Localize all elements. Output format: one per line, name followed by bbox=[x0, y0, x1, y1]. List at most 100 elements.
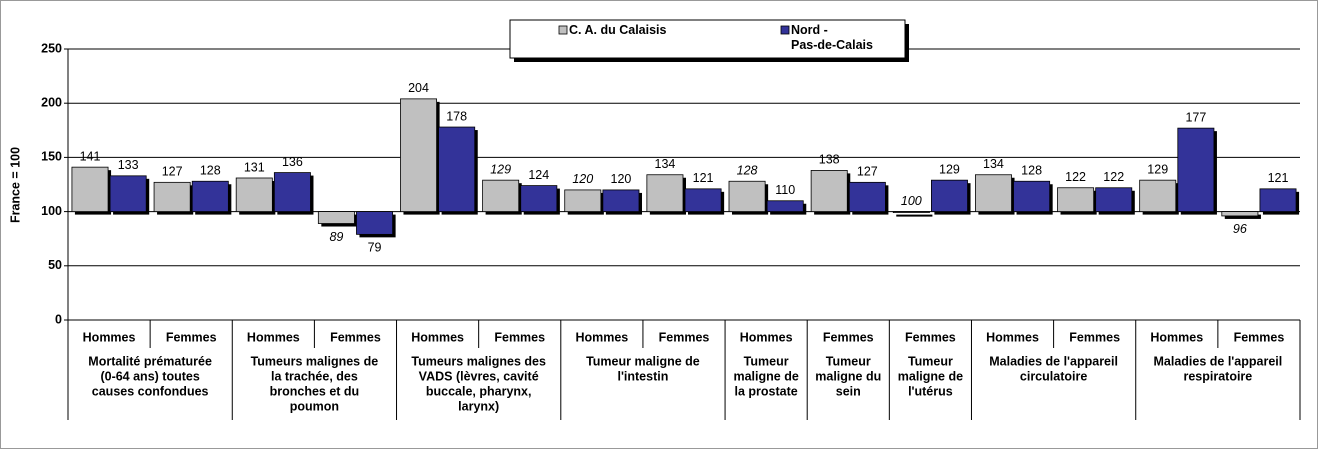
x-tick-label: Femmes bbox=[823, 330, 874, 344]
bar bbox=[564, 189, 602, 212]
legend-swatch bbox=[780, 25, 790, 35]
legend-label-line: Nord - bbox=[791, 23, 828, 37]
bar bbox=[810, 170, 848, 213]
group-label: causes confondues bbox=[92, 384, 209, 398]
value-label: 129 bbox=[490, 162, 511, 176]
group-label: Tumeur bbox=[908, 354, 953, 368]
value-label: 129 bbox=[939, 162, 960, 176]
bar bbox=[684, 188, 722, 212]
bar bbox=[974, 174, 1012, 213]
bar bbox=[520, 185, 558, 213]
value-label: 131 bbox=[244, 160, 265, 174]
value-label: 129 bbox=[1147, 162, 1168, 176]
x-tick-label: Femmes bbox=[330, 330, 381, 344]
group-label: maligne du bbox=[815, 369, 881, 383]
y-tick-label: 100 bbox=[41, 204, 62, 218]
value-label: 128 bbox=[200, 164, 221, 178]
group-label: circulatoire bbox=[1020, 369, 1087, 383]
value-label: 79 bbox=[368, 241, 382, 255]
value-label: 128 bbox=[737, 164, 758, 178]
x-tick-label: Hommes bbox=[83, 330, 136, 344]
legend-label-line: C. A. du Calaisis bbox=[569, 23, 667, 37]
bar-shadow bbox=[896, 214, 933, 217]
y-tick-label: 150 bbox=[41, 150, 62, 164]
x-tick-label: Femmes bbox=[1069, 330, 1120, 344]
value-label: 121 bbox=[693, 171, 714, 185]
x-tick-label: Hommes bbox=[411, 330, 464, 344]
value-label: 177 bbox=[1185, 110, 1206, 124]
value-label: 134 bbox=[655, 157, 676, 171]
bar bbox=[766, 200, 804, 212]
bar bbox=[1177, 127, 1215, 213]
legend-swatch bbox=[558, 25, 568, 35]
value-label: 96 bbox=[1233, 222, 1247, 236]
x-tick-label: Femmes bbox=[905, 330, 956, 344]
bar bbox=[191, 180, 229, 213]
y-tick-label: 0 bbox=[55, 312, 62, 326]
group-label: Tumeurs malignes de bbox=[251, 354, 379, 368]
x-tick-label: Hommes bbox=[740, 330, 793, 344]
group-label: Tumeur bbox=[744, 354, 789, 368]
value-label: 124 bbox=[528, 168, 549, 182]
value-label: 89 bbox=[329, 230, 343, 244]
group-label: (0-64 ans) toutes bbox=[100, 369, 199, 383]
value-label: 122 bbox=[1065, 170, 1086, 184]
bar bbox=[728, 180, 766, 213]
bar bbox=[438, 126, 476, 212]
value-label: 110 bbox=[775, 183, 795, 197]
group-label: buccale, pharynx, bbox=[426, 384, 532, 398]
value-label: 120 bbox=[572, 172, 593, 186]
group-label: respiratoire bbox=[1183, 369, 1252, 383]
bar bbox=[109, 175, 147, 213]
group-label: poumon bbox=[290, 399, 339, 413]
value-label: 100 bbox=[901, 194, 922, 208]
y-tick-label: 50 bbox=[48, 258, 62, 272]
legend-label-line: Pas-de-Calais bbox=[791, 38, 873, 52]
group-label: l'utérus bbox=[908, 384, 953, 398]
bar bbox=[400, 98, 438, 212]
bar bbox=[646, 174, 684, 213]
group-label: la prostate bbox=[735, 384, 798, 398]
bar bbox=[1013, 180, 1051, 213]
legend-label: C. A. du Calaisis bbox=[569, 23, 667, 37]
legend-label: Nord -Pas-de-Calais bbox=[791, 23, 873, 52]
x-tick-label: Hommes bbox=[247, 330, 300, 344]
group-label: Maladies de l'appareil bbox=[989, 354, 1118, 368]
group-label: la trachée, des bbox=[271, 369, 358, 383]
value-label: 134 bbox=[983, 157, 1004, 171]
group-label: l'intestin bbox=[617, 369, 668, 383]
bar bbox=[1139, 179, 1177, 213]
bar bbox=[317, 211, 355, 224]
bar bbox=[1259, 188, 1297, 212]
group-label: VADS (lèvres, cavité bbox=[419, 369, 539, 383]
x-tick-label: Hommes bbox=[575, 330, 628, 344]
x-tick-label: Femmes bbox=[659, 330, 710, 344]
group-label: bronches et du bbox=[270, 384, 360, 398]
bar bbox=[892, 211, 930, 214]
group-label: Tumeur bbox=[826, 354, 871, 368]
x-tick-label: Femmes bbox=[494, 330, 545, 344]
value-label: 128 bbox=[1021, 164, 1042, 178]
bar bbox=[848, 181, 886, 213]
group-label: larynx) bbox=[458, 399, 499, 413]
legend bbox=[509, 19, 906, 59]
bar bbox=[153, 181, 191, 213]
bar bbox=[356, 211, 394, 235]
value-label: 127 bbox=[857, 165, 878, 179]
value-label: 122 bbox=[1103, 170, 1124, 184]
bar bbox=[931, 179, 968, 213]
y-axis-label: France = 100 bbox=[8, 147, 22, 223]
value-label: 127 bbox=[162, 165, 183, 179]
group-label: Mortalité prématurée bbox=[88, 354, 212, 368]
value-label: 138 bbox=[819, 153, 840, 167]
value-label: 204 bbox=[408, 81, 429, 95]
group-label: sein bbox=[836, 384, 861, 398]
value-label: 121 bbox=[1268, 171, 1289, 185]
bar bbox=[602, 189, 640, 212]
group-label: Tumeur maligne de bbox=[586, 354, 700, 368]
value-label: 133 bbox=[118, 158, 139, 172]
x-tick-label: Femmes bbox=[166, 330, 217, 344]
y-tick-label: 250 bbox=[41, 41, 62, 55]
x-tick-label: Hommes bbox=[1150, 330, 1203, 344]
